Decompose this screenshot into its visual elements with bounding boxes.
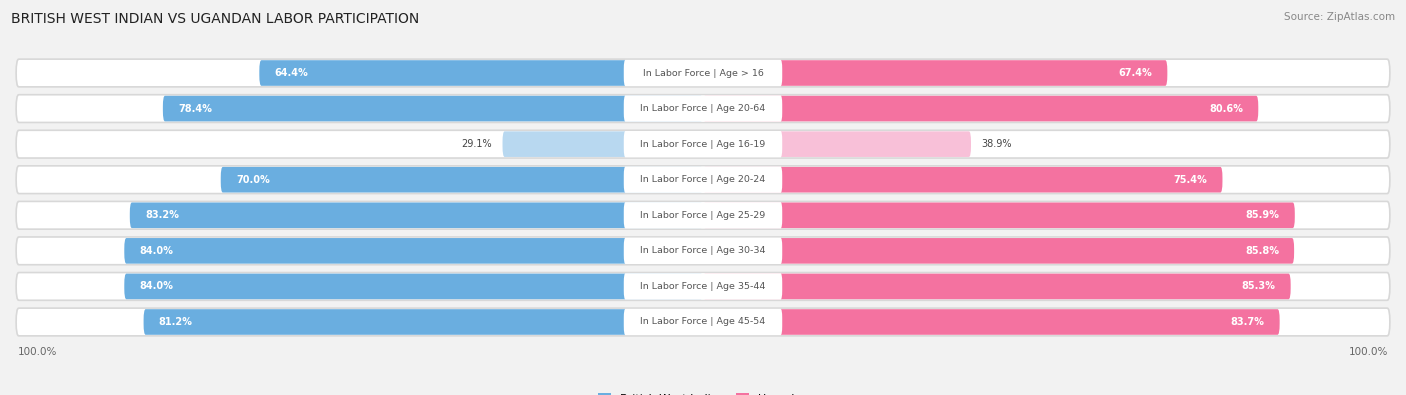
FancyBboxPatch shape xyxy=(124,274,703,299)
Text: In Labor Force | Age 35-44: In Labor Force | Age 35-44 xyxy=(640,282,766,291)
FancyBboxPatch shape xyxy=(703,309,1279,335)
FancyBboxPatch shape xyxy=(143,309,703,335)
FancyBboxPatch shape xyxy=(502,132,703,157)
FancyBboxPatch shape xyxy=(124,238,703,263)
Text: 85.8%: 85.8% xyxy=(1244,246,1279,256)
Text: In Labor Force | Age 16-19: In Labor Force | Age 16-19 xyxy=(640,140,766,149)
Text: BRITISH WEST INDIAN VS UGANDAN LABOR PARTICIPATION: BRITISH WEST INDIAN VS UGANDAN LABOR PAR… xyxy=(11,12,419,26)
FancyBboxPatch shape xyxy=(15,273,1391,300)
Text: 38.9%: 38.9% xyxy=(981,139,1012,149)
Text: In Labor Force | Age > 16: In Labor Force | Age > 16 xyxy=(643,68,763,77)
FancyBboxPatch shape xyxy=(624,238,782,264)
FancyBboxPatch shape xyxy=(624,273,782,299)
Text: 78.4%: 78.4% xyxy=(179,103,212,114)
Text: 64.4%: 64.4% xyxy=(274,68,308,78)
FancyBboxPatch shape xyxy=(15,201,1391,229)
Legend: British West Indian, Ugandan: British West Indian, Ugandan xyxy=(593,389,813,395)
FancyBboxPatch shape xyxy=(703,60,1167,86)
Text: In Labor Force | Age 45-54: In Labor Force | Age 45-54 xyxy=(640,318,766,327)
FancyBboxPatch shape xyxy=(15,237,1391,265)
Text: 67.4%: 67.4% xyxy=(1118,68,1152,78)
Text: Source: ZipAtlas.com: Source: ZipAtlas.com xyxy=(1284,12,1395,22)
FancyBboxPatch shape xyxy=(15,130,1391,158)
Text: 100.0%: 100.0% xyxy=(17,347,56,357)
FancyBboxPatch shape xyxy=(15,95,1391,122)
Text: 84.0%: 84.0% xyxy=(139,281,173,292)
Text: In Labor Force | Age 25-29: In Labor Force | Age 25-29 xyxy=(640,211,766,220)
FancyBboxPatch shape xyxy=(221,167,703,192)
Text: 84.0%: 84.0% xyxy=(139,246,173,256)
FancyBboxPatch shape xyxy=(624,60,782,86)
FancyBboxPatch shape xyxy=(703,167,1222,192)
FancyBboxPatch shape xyxy=(129,203,703,228)
FancyBboxPatch shape xyxy=(703,203,1295,228)
Text: 100.0%: 100.0% xyxy=(1350,347,1389,357)
Text: 29.1%: 29.1% xyxy=(461,139,492,149)
FancyBboxPatch shape xyxy=(15,308,1391,336)
FancyBboxPatch shape xyxy=(15,59,1391,87)
FancyBboxPatch shape xyxy=(703,274,1291,299)
FancyBboxPatch shape xyxy=(624,202,782,228)
Text: 85.3%: 85.3% xyxy=(1241,281,1275,292)
Text: 83.2%: 83.2% xyxy=(145,210,179,220)
FancyBboxPatch shape xyxy=(624,131,782,157)
Text: 81.2%: 81.2% xyxy=(159,317,193,327)
Text: 80.6%: 80.6% xyxy=(1209,103,1243,114)
Text: 83.7%: 83.7% xyxy=(1230,317,1264,327)
FancyBboxPatch shape xyxy=(624,167,782,193)
Text: In Labor Force | Age 20-64: In Labor Force | Age 20-64 xyxy=(640,104,766,113)
FancyBboxPatch shape xyxy=(15,166,1391,194)
FancyBboxPatch shape xyxy=(703,96,1258,121)
FancyBboxPatch shape xyxy=(703,238,1294,263)
FancyBboxPatch shape xyxy=(624,96,782,122)
Text: In Labor Force | Age 30-34: In Labor Force | Age 30-34 xyxy=(640,246,766,255)
FancyBboxPatch shape xyxy=(703,132,972,157)
Text: 70.0%: 70.0% xyxy=(236,175,270,185)
Text: 75.4%: 75.4% xyxy=(1174,175,1208,185)
FancyBboxPatch shape xyxy=(624,309,782,335)
Text: In Labor Force | Age 20-24: In Labor Force | Age 20-24 xyxy=(640,175,766,184)
FancyBboxPatch shape xyxy=(163,96,703,121)
FancyBboxPatch shape xyxy=(259,60,703,86)
Text: 85.9%: 85.9% xyxy=(1246,210,1279,220)
